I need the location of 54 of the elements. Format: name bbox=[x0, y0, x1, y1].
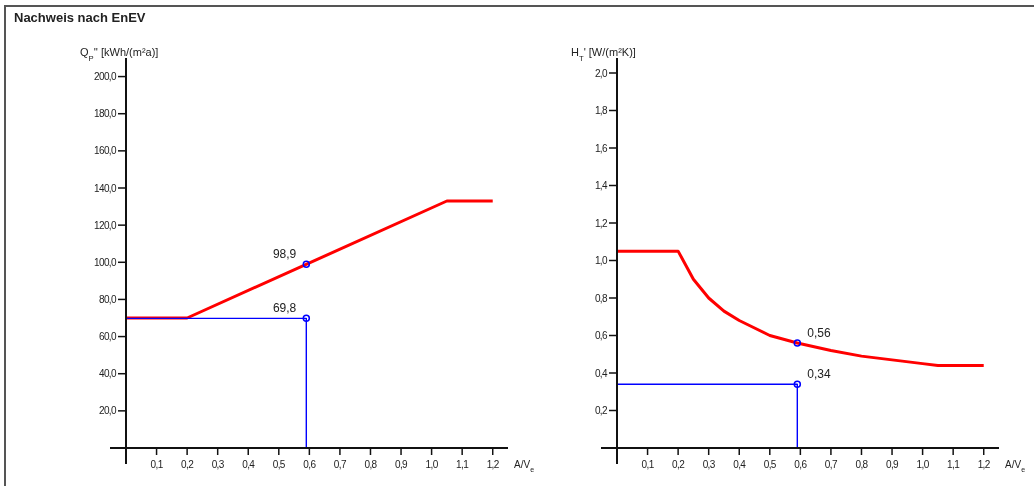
x-tick-label: 0,4 bbox=[242, 459, 256, 470]
x-tick-label: 0,2 bbox=[672, 459, 686, 470]
y-tick-label: 1,8 bbox=[594, 105, 609, 116]
x-tick-label: 1,1 bbox=[456, 459, 470, 470]
x-tick-label: 0,6 bbox=[794, 459, 808, 470]
x-tick-label: 0,7 bbox=[824, 459, 839, 470]
x-tick-label: 0,3 bbox=[702, 459, 716, 470]
y-tick-label: 1,2 bbox=[594, 217, 609, 229]
x-tick-label: 0,5 bbox=[763, 459, 777, 470]
data-label: 0,56 bbox=[807, 326, 831, 340]
line-series bbox=[615, 249, 986, 367]
y-tick-label: 40,0 bbox=[98, 368, 118, 380]
y-tick-label: 0,6 bbox=[594, 330, 609, 341]
y-tick-label: 20,0 bbox=[98, 405, 118, 417]
x-tick-label: 1,2 bbox=[486, 459, 500, 470]
y-tick-label: 0,4 bbox=[594, 367, 609, 379]
y-tick-label: 200,0 bbox=[93, 71, 118, 83]
y-tick-label: 180,0 bbox=[93, 108, 118, 120]
chart-title: Nachweis nach EnEV bbox=[14, 10, 146, 25]
y-tick-label: 0,8 bbox=[594, 292, 609, 304]
x-tick-label: 1,0 bbox=[916, 459, 930, 470]
y-axis-title: H$_{T}$' [W/(m²K)] bbox=[571, 46, 636, 63]
x-tick-label: 1,2 bbox=[977, 459, 991, 470]
x-axis-title: A/V$_{e}$ bbox=[1005, 459, 1026, 473]
y-tick-label: 120,0 bbox=[93, 219, 118, 231]
y-tick-label: 1,6 bbox=[594, 142, 609, 154]
x-tick-label: 0,1 bbox=[641, 459, 655, 470]
x-tick-label: 0,1 bbox=[150, 459, 164, 470]
x-tick-label: 0,3 bbox=[211, 459, 225, 470]
y-tick-label: 60,0 bbox=[98, 331, 118, 343]
x-tick-label: 1,1 bbox=[947, 459, 961, 470]
data-label: 98,9 bbox=[272, 247, 297, 262]
y-tick-label: 140,0 bbox=[93, 182, 118, 194]
y-tick-label: 2,0 bbox=[594, 67, 609, 79]
y-tick-label: 80,0 bbox=[98, 293, 118, 305]
x-tick-label: 0,5 bbox=[272, 459, 286, 470]
x-tick-label: 0,8 bbox=[364, 459, 378, 470]
y-tick-label: 0,2 bbox=[594, 405, 609, 416]
y-tick-label: 100,0 bbox=[93, 256, 118, 268]
data-label: 0,34 bbox=[807, 367, 831, 382]
x-tick-label: 0,9 bbox=[394, 459, 409, 470]
y-tick-label: 1,0 bbox=[594, 255, 609, 266]
y-tick-label: 160,0 bbox=[93, 145, 118, 157]
x-axis-title: A/V$_{e}$ bbox=[514, 459, 535, 473]
x-tick-label: 0,7 bbox=[333, 459, 348, 470]
x-tick-label: 0,6 bbox=[303, 459, 317, 470]
y-axis-title: Q$_{P}$'' [kWh/(m²a)] bbox=[80, 46, 159, 63]
y-tick-label: 1,4 bbox=[594, 180, 609, 191]
x-tick-label: 1,0 bbox=[425, 459, 439, 470]
x-tick-label: 0,4 bbox=[733, 459, 747, 470]
x-tick-label: 0,2 bbox=[181, 459, 195, 470]
x-tick-label: 0,9 bbox=[885, 459, 900, 470]
x-tick-label: 0,8 bbox=[855, 459, 869, 470]
data-label: 69,8 bbox=[272, 301, 297, 316]
